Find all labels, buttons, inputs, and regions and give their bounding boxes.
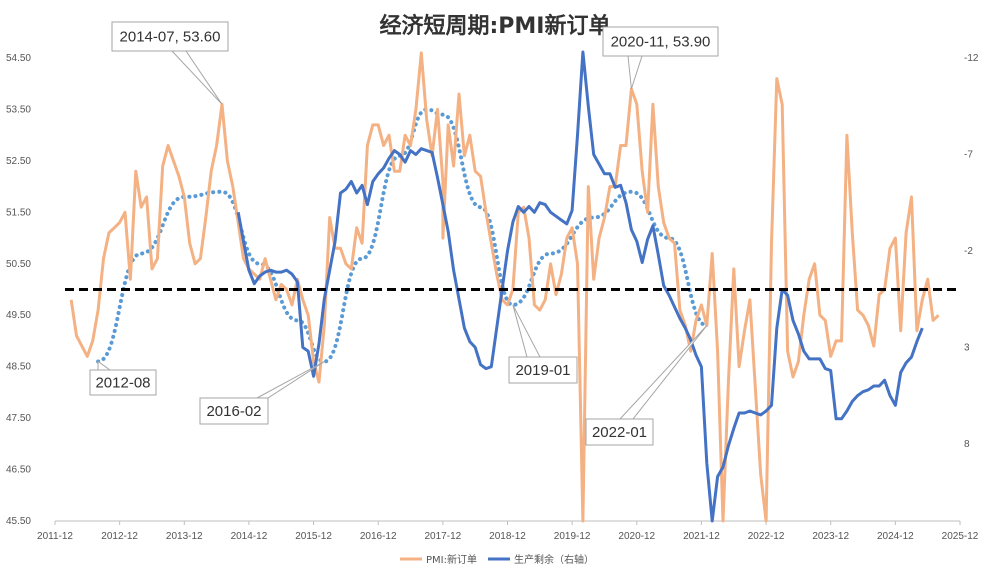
callout: 2022-01 xyxy=(585,325,708,446)
callout-label: 2019-01 xyxy=(515,362,570,379)
annotation-layer: 2014-07, 53.60 2020-11, 53.90 2012-08 2016-… xyxy=(89,21,719,446)
x-tick-label: 2015-12 xyxy=(295,531,332,542)
callout: 2012-08 xyxy=(89,360,157,396)
callout-label: 2022-01 xyxy=(592,424,647,441)
callout-label: 2016-02 xyxy=(206,403,261,420)
y-left-tick-label: 54.50 xyxy=(6,53,31,64)
y-right-tick-label: 3 xyxy=(964,342,970,353)
x-tick-label: 2017-12 xyxy=(425,531,462,542)
axes: 2011-12 2012-12 2013-12 2014-12 2015-12 2016-… xyxy=(6,53,979,542)
callout-box xyxy=(602,26,719,57)
x-tick-label: 2024-12 xyxy=(877,531,914,542)
y-left-tick-label: 50.50 xyxy=(6,259,31,270)
callout-box xyxy=(508,356,578,384)
y-right-tick-label: 8 xyxy=(964,439,970,450)
x-tick-label: 2025-12 xyxy=(942,531,979,542)
x-tick-label: 2016-12 xyxy=(360,531,397,542)
series-line-production-surplus xyxy=(236,50,924,523)
callout-label: 2020-11, 53.90 xyxy=(611,34,711,51)
callout: 2016-02 xyxy=(199,361,325,425)
y-left-tick-label: 49.50 xyxy=(6,310,31,321)
legend-label: 生产剩余（右轴） xyxy=(514,553,594,566)
callout: 2019-01 xyxy=(508,304,578,384)
x-tick-label: 2013-12 xyxy=(166,531,203,542)
x-tick-label: 2011-12 xyxy=(37,531,73,542)
callout-box xyxy=(89,369,157,396)
series-layer xyxy=(69,50,940,523)
x-tick-label: 2018-12 xyxy=(489,531,526,542)
callout-box xyxy=(111,21,229,52)
y-left-tick-label: 47.50 xyxy=(6,413,31,424)
y-right-tick-label: -12 xyxy=(964,53,979,64)
legend-item: 生产剩余（右轴） xyxy=(488,553,594,566)
callout-box xyxy=(585,418,654,446)
y-left-tick-label: 45.50 xyxy=(6,516,31,527)
y-left-tick-label: 46.50 xyxy=(6,465,31,476)
y-left-tick-label: 51.50 xyxy=(6,207,31,218)
legend: PMI:新订单 生产剩余（右轴） xyxy=(400,553,594,566)
y-left-tick-label: 52.50 xyxy=(6,156,31,167)
x-tick-label: 2021-12 xyxy=(683,531,720,542)
chart-title: 经济短周期:PMI新订单 xyxy=(379,13,610,39)
y-right-tick-label: -7 xyxy=(964,149,973,160)
series-line-fit-dotted xyxy=(96,107,709,364)
callout-box xyxy=(199,397,269,425)
x-tick-label: 2020-12 xyxy=(618,531,655,542)
legend-label: PMI:新订单 xyxy=(426,553,477,566)
y-left-tick-label: 48.50 xyxy=(6,362,31,373)
callout: 2020-11, 53.90 xyxy=(602,26,719,90)
callout-label: 2014-07, 53.60 xyxy=(120,29,221,46)
x-tick-label: 2022-12 xyxy=(748,531,785,542)
callout: 2014-07, 53.60 xyxy=(111,21,229,105)
x-tick-label: 2014-12 xyxy=(231,531,268,542)
x-tick-label: 2012-12 xyxy=(101,531,138,542)
x-tick-label: 2019-12 xyxy=(554,531,591,542)
callout-label: 2012-08 xyxy=(95,375,150,392)
y-left-tick-label: 53.50 xyxy=(6,104,31,115)
y-right-tick-label: -2 xyxy=(964,246,973,257)
legend-item: PMI:新订单 xyxy=(400,553,477,566)
x-tick-label: 2023-12 xyxy=(812,531,849,542)
